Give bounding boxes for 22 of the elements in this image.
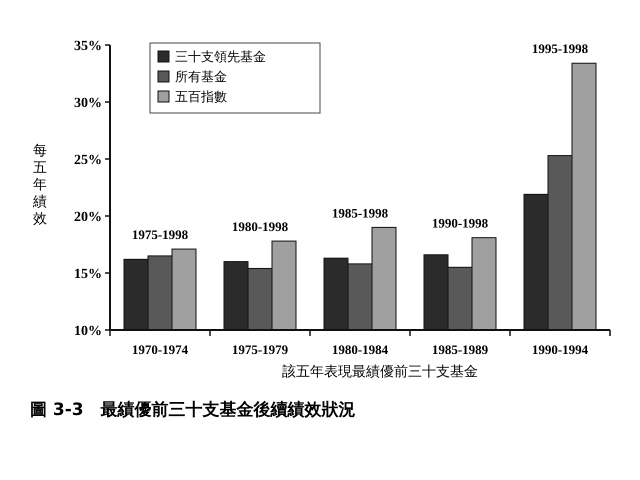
y-tick-label: 30% [74, 96, 102, 111]
y-tick-label: 10% [74, 324, 102, 339]
annotation: 1985-1998 [332, 205, 389, 220]
legend-label: 所有基金 [175, 70, 227, 85]
y-tick-label: 25% [74, 153, 102, 168]
annotation: 1975-1998 [132, 227, 189, 242]
y-axis-title: 每五年績效 [32, 143, 47, 227]
x-axis-title: 該五年表現最績優前三十支基金 [282, 364, 478, 380]
y-tick-label: 15% [74, 267, 102, 282]
legend-label: 五百指數 [175, 90, 227, 105]
x-tick-label: 1985-1989 [432, 342, 489, 357]
annotation: 1995-1998 [532, 41, 589, 56]
x-tick-label: 1980-1984 [332, 342, 389, 357]
legend-label: 三十支領先基金 [175, 50, 266, 65]
annotation: 1980-1998 [232, 219, 289, 234]
y-tick-label: 20% [74, 210, 102, 225]
x-tick-label: 1990-1994 [532, 342, 589, 357]
text: 圖 3-3 最績優前三十支基金後續績效狀況 [30, 400, 356, 420]
x-tick-label: 1975-1979 [232, 342, 289, 357]
y-tick-label: 35% [74, 39, 102, 54]
annotation: 1990-1998 [432, 216, 489, 231]
x-tick-label: 1970-1974 [132, 342, 189, 357]
